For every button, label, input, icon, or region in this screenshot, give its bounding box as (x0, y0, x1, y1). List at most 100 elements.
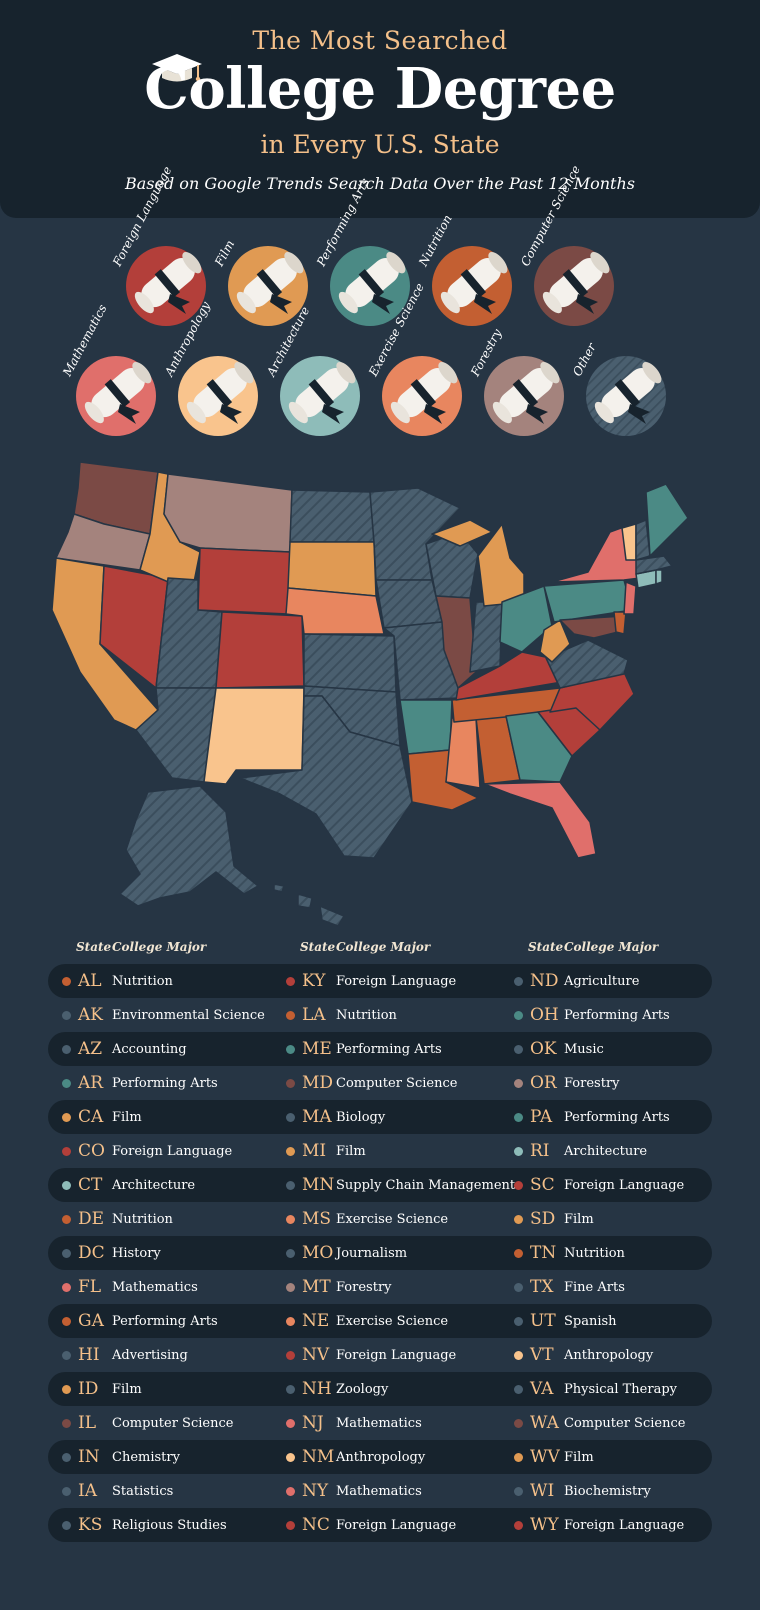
college-major: Film (112, 1109, 142, 1125)
category-dot (286, 1452, 295, 1462)
state-abbr: KY (302, 971, 326, 991)
college-major: Exercise Science (336, 1313, 449, 1329)
table-row: AZ Accounting (62, 1032, 187, 1066)
category-dot (514, 1044, 523, 1054)
table-row: NY Mathematics (286, 1474, 422, 1508)
state-abbr: MT (302, 1277, 331, 1297)
state-abbr: NC (302, 1515, 330, 1535)
category-dot (514, 1248, 523, 1258)
state-abbr: PA (530, 1107, 553, 1127)
category-dot (514, 1146, 523, 1156)
college-major: Supply Chain Management (336, 1177, 516, 1193)
header: The Most Searched College Degree in Ever… (0, 0, 760, 218)
category-dot (514, 1520, 523, 1530)
column-header-major: College Major (564, 940, 659, 954)
category-dot (286, 1282, 295, 1292)
state-abbr: HI (78, 1345, 100, 1365)
college-major: Music (564, 1041, 604, 1057)
state-tx (239, 695, 413, 859)
state-va (545, 639, 629, 689)
category-dot (286, 1248, 295, 1258)
diploma-icon (126, 246, 206, 326)
category-dot (514, 1180, 523, 1190)
category-dot (62, 1486, 71, 1496)
table-row-band (48, 1236, 712, 1270)
category-dot (514, 1452, 523, 1462)
table-row: SC Foreign Language (514, 1168, 684, 1202)
state-abbr: NM (302, 1447, 335, 1467)
state-abbr: CA (78, 1107, 104, 1127)
state-abbr: MI (302, 1141, 327, 1161)
state-abbr: OR (530, 1073, 557, 1093)
state-hi (297, 893, 313, 909)
diploma-icon (382, 356, 462, 436)
state-mt (163, 473, 293, 553)
state-ar (399, 699, 453, 755)
table-row: HI Advertising (62, 1338, 188, 1372)
state-abbr: OK (530, 1039, 557, 1059)
category-dot (286, 1214, 295, 1224)
college-major: Foreign Language (336, 1347, 457, 1363)
table-row-band (48, 1100, 712, 1134)
state-ma (635, 555, 673, 575)
state-abbr: ME (302, 1039, 332, 1059)
table-row: AL Nutrition (62, 964, 173, 998)
college-major: Film (564, 1211, 594, 1227)
state-abbr: UT (530, 1311, 556, 1331)
state-md (559, 615, 625, 639)
table-row-band (48, 1508, 712, 1542)
table-row: CT Architecture (62, 1168, 195, 1202)
diploma-icon (432, 246, 512, 326)
college-major: Agriculture (564, 973, 640, 989)
state-abbr: AZ (78, 1039, 103, 1059)
college-major: Performing Arts (564, 1007, 670, 1023)
college-major: Environmental Science (112, 1007, 265, 1023)
table-row: SD Film (514, 1202, 594, 1236)
table-row: NM Anthropology (286, 1440, 425, 1474)
legend: Foreign Language Film Performing Arts Nutri… (0, 163, 760, 462)
table-row: NV Foreign Language (286, 1338, 456, 1372)
college-major: Mathematics (336, 1483, 422, 1499)
state-abbr: NV (302, 1345, 330, 1365)
college-major: Anthropology (336, 1449, 426, 1465)
category-dot (62, 1010, 71, 1020)
college-major: Advertising (112, 1347, 188, 1363)
legend-item: Other (570, 341, 690, 452)
college-major: Fine Arts (564, 1279, 625, 1295)
column-header-state: State (528, 940, 564, 954)
table-row: KS Religious Studies (62, 1508, 227, 1542)
college-major: Foreign Language (564, 1177, 685, 1193)
header-subtitle: Based on Google Trends Search Data Over … (125, 174, 635, 193)
state-hi-3 (273, 883, 285, 893)
state-abbr: TX (530, 1277, 554, 1297)
state-abbr: NY (302, 1481, 329, 1501)
table-row: FL Mathematics (62, 1270, 198, 1304)
state-abbr: RI (530, 1141, 550, 1161)
column-header-state: State (76, 940, 112, 954)
table-row: ND Agriculture (514, 964, 639, 998)
state-ks (303, 633, 397, 693)
legend-item: Film (212, 232, 332, 342)
state-ny (551, 523, 641, 583)
state-abbr: CT (78, 1175, 103, 1195)
state-abbr: IL (78, 1413, 97, 1433)
college-major: Foreign Language (336, 973, 457, 989)
table-row-band (48, 1168, 712, 1202)
state-co (215, 611, 305, 689)
state-ga (505, 711, 573, 783)
category-dot (62, 1146, 71, 1156)
state-abbr: NJ (302, 1413, 324, 1433)
state-abbr: AL (78, 971, 102, 991)
state-abbr: MS (302, 1209, 332, 1229)
table-row: WI Biochemistry (514, 1474, 651, 1508)
college-major: Film (112, 1381, 142, 1397)
header-line1: The Most Searched (252, 26, 508, 55)
category-dot (286, 1350, 295, 1360)
category-dot (62, 976, 71, 986)
column-header-state: State (300, 940, 336, 954)
category-dot (286, 976, 295, 986)
us-map (51, 462, 689, 927)
college-major: Accounting (112, 1041, 187, 1057)
table-row-band (48, 1440, 712, 1474)
college-major: Performing Arts (336, 1041, 442, 1057)
